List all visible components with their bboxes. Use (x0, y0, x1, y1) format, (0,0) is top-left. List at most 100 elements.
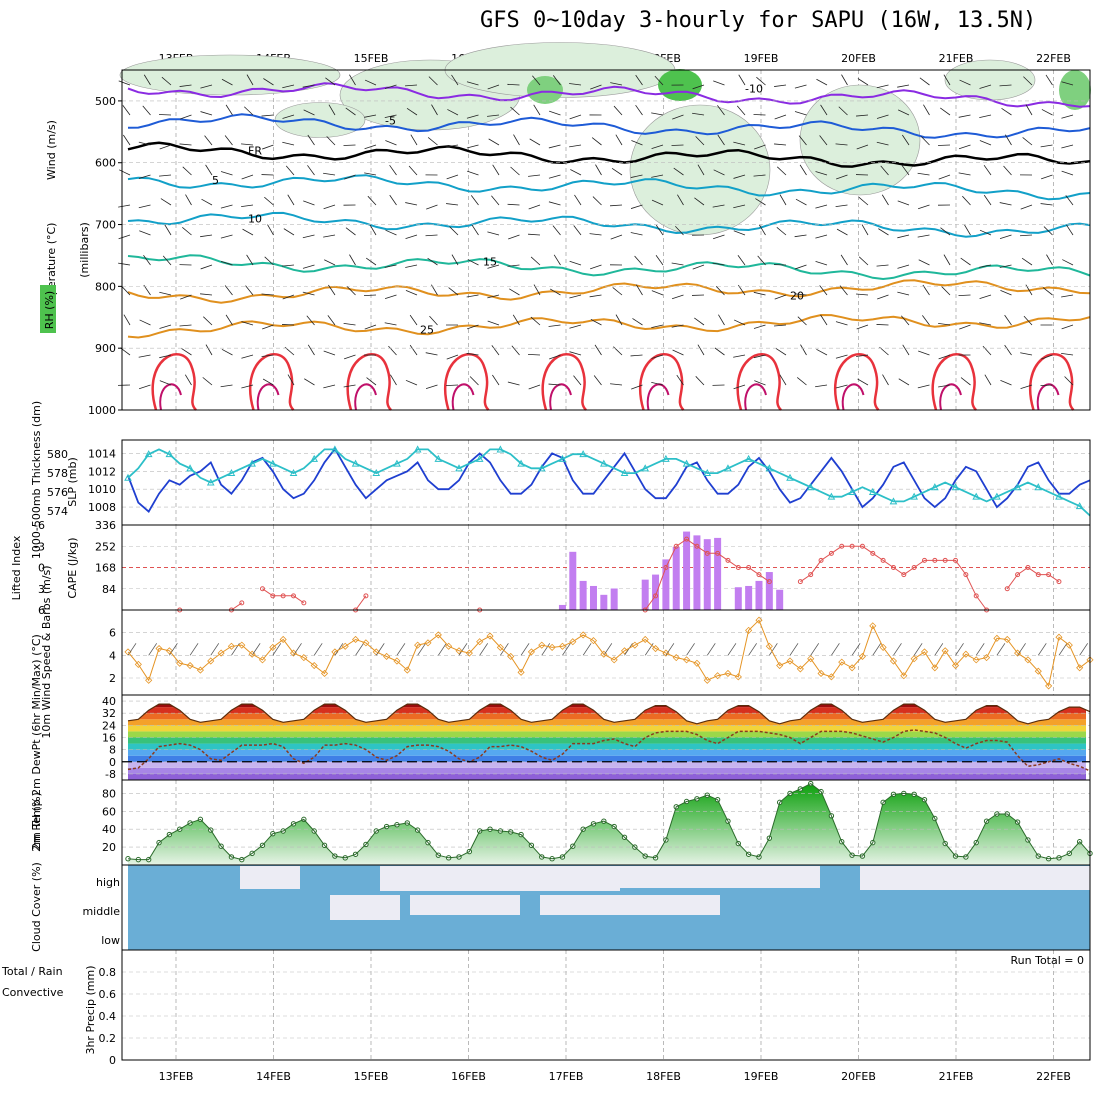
wind-barb (200, 234, 213, 238)
wind-barb (1040, 144, 1053, 148)
lifted-point (797, 579, 803, 585)
wind-barb (789, 643, 799, 656)
wind-barb (612, 287, 623, 296)
y-axis-label: (millibars) (78, 222, 91, 278)
wind-barb (325, 77, 336, 86)
wind-barb (943, 74, 951, 86)
y-tick-label-left: 6 (38, 604, 45, 617)
cape-bar (714, 537, 722, 610)
wind-barb (938, 322, 951, 326)
wind-barb (569, 144, 582, 148)
wind-barb (695, 136, 705, 146)
wind-barb (471, 224, 479, 236)
wind-point (889, 657, 898, 665)
wind-barb (610, 383, 623, 386)
contour-label: 15 (483, 256, 497, 269)
contour-label: 5 (212, 174, 219, 187)
thickness-point (827, 492, 836, 500)
y-tick-label: high (96, 876, 120, 889)
wind-barb (795, 264, 807, 270)
cape-bar (755, 580, 763, 610)
wind-barb (675, 225, 684, 236)
wind-point (145, 676, 153, 684)
wind-point (869, 622, 877, 630)
wind-barb (733, 230, 746, 236)
cape-bar (765, 572, 773, 610)
lifted-point (973, 593, 979, 599)
y-axis-label: 3hr Precip (mm) (84, 965, 97, 1054)
wind-barb (651, 144, 664, 150)
wind-barb (396, 643, 406, 656)
wind-barb (533, 284, 541, 296)
wind-barb (717, 105, 725, 116)
thickness-point (558, 454, 567, 462)
wind-barb (872, 643, 882, 656)
wind-barb (959, 324, 971, 330)
wind-barb (878, 228, 889, 236)
y-tick-label: 32 (102, 707, 116, 720)
y-tick-label-left: 0 (38, 562, 45, 575)
y-tick-label: 6 (109, 627, 116, 640)
wind-barb (815, 171, 828, 176)
wind-barb (366, 377, 377, 386)
y-tick-label-left: 578 (47, 467, 68, 480)
y-tick-label-left: 580 (47, 448, 68, 461)
wind-point (507, 652, 515, 661)
wind-barb (569, 294, 582, 299)
wind-barb (979, 114, 992, 118)
wind-barb (800, 344, 807, 356)
wind-barb (630, 232, 643, 236)
cape-bar (776, 589, 784, 610)
wind-barb (943, 254, 951, 266)
wind-barb (426, 204, 438, 210)
thickness-line (127, 448, 1091, 517)
thickness-point (434, 454, 443, 462)
wind-barb (512, 314, 520, 326)
wind-barb (384, 322, 397, 326)
y-axis-label: 2m Temp 2m DewPt (6hr Min/Max) (°C) (30, 634, 43, 850)
wind-barb (323, 172, 336, 176)
thickness-point (331, 445, 339, 453)
rh-shade (944, 59, 1036, 101)
wind-barb (1037, 643, 1047, 656)
wind-point (486, 632, 494, 640)
temp-contour (127, 141, 1091, 168)
wind-barb (733, 174, 746, 179)
y-axis-label-right: CAPE (J/kg) (66, 537, 79, 598)
wind-point (724, 669, 732, 678)
wind-barb (589, 233, 602, 236)
side-label: Total / Rain (1, 965, 63, 978)
wind-barb (205, 164, 213, 176)
lifted-point (828, 550, 834, 556)
wind-barb (520, 643, 530, 656)
wind-barb (856, 324, 869, 330)
wind-barb (757, 255, 766, 266)
wind-barb (779, 194, 787, 206)
temp-band (128, 761, 1086, 768)
y-axis-label-right: SLP (mb) (66, 457, 79, 507)
wind-barb (487, 114, 500, 117)
wind-barb (384, 84, 397, 89)
wind-barb (756, 76, 766, 86)
wind-barb (796, 377, 807, 386)
wind-point (548, 643, 556, 651)
wind-barb (856, 114, 869, 117)
wind-barb (345, 107, 356, 116)
wind-barb (307, 165, 315, 176)
wind-barb (529, 138, 541, 146)
wind-barb (1061, 144, 1074, 149)
wind-barb (819, 135, 828, 146)
lifted-point (694, 543, 700, 549)
wind-barb (835, 321, 848, 326)
thickness-point (393, 459, 401, 467)
wind-barb (389, 194, 397, 206)
wind-barb (467, 324, 479, 330)
wind-barb (449, 226, 459, 236)
wind-barb (1041, 354, 1053, 360)
wind-point (838, 658, 846, 666)
wind-point (1003, 635, 1011, 644)
wind-barb (882, 374, 889, 386)
wind-barb (210, 643, 220, 656)
y-tick-label: 2 (109, 672, 116, 685)
wind-barb (527, 353, 541, 356)
